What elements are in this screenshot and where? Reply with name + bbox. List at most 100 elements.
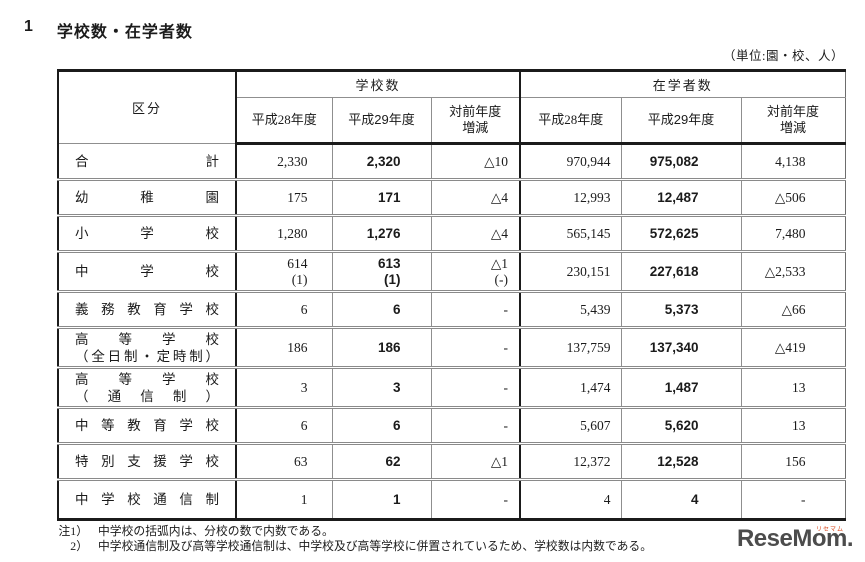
students-h28-cell: 5,607 xyxy=(520,406,622,444)
students-h29-cell: 572,625 xyxy=(621,214,742,252)
students-diff-cell: 4,138 xyxy=(775,153,806,169)
schools-h29-cell: 171 xyxy=(332,178,432,216)
category-cell: 幼稚園 xyxy=(58,178,237,216)
category-label: 高等学校 xyxy=(75,331,219,347)
category-cell: 義務教育学校 xyxy=(58,290,237,328)
schools-h29-cell: 1,276 xyxy=(332,214,432,252)
schools-diff-cell: △4 xyxy=(431,214,521,252)
resemom-logo-text: ReseMom. xyxy=(736,525,854,552)
footnotes: 注1） 中学校の括弧内は、分校の数で内数である。 2） 中学校通信制及び高等学校… xyxy=(4,524,744,554)
schools-h29-cell: 62 xyxy=(332,442,432,480)
table-row-special-support: 特別支援学校 63 62 △1 12,372 12,528 156 xyxy=(58,442,846,480)
category-label: 合計 xyxy=(75,153,219,169)
schools-h29-cell: 2,320 xyxy=(332,143,432,180)
footnote-2: 2） 中学校通信制及び高等学校通信制は、中学校及び高等学校に併置されているため、… xyxy=(4,539,744,553)
schools-h28-cell: 1 xyxy=(236,478,333,520)
schools-diff-cell: △10 xyxy=(431,143,521,180)
table-row-high-school-correspondence: 高等学校 （通信制） 3 3 - 1,474 1,487 13 xyxy=(58,366,846,408)
category-cell: 特別支援学校 xyxy=(58,442,237,480)
schools-h28-cell: 175 xyxy=(236,178,333,216)
table-row-high-school-fulltime: 高等学校 （全日制・定時制） 186 186 - 137,759 137,340… xyxy=(58,326,846,368)
schools-h29-cell: 1 xyxy=(332,478,432,520)
unit-note: （単位:園・校、人） xyxy=(723,49,844,63)
table-row-total: 合計 2,330 2,320 △10 970,944 975,082 4,138 xyxy=(58,143,845,180)
category-label: 幼稚園 xyxy=(75,190,219,205)
students-diff-cell: △419 xyxy=(741,326,846,368)
header-schools-h28: 平成28年度 xyxy=(236,97,333,145)
schools-h29-cell: 3 xyxy=(332,366,432,408)
schools-diff-cell: △1 xyxy=(431,442,521,480)
header-schools-diff: 対前年度 増減 xyxy=(431,97,521,145)
students-h28-cell: 230,151 xyxy=(520,250,622,292)
header-schools-h29: 平成29年度 xyxy=(332,97,432,145)
category-cell: 小学校 xyxy=(58,214,237,252)
header-group-row: 区分 学校数 在学者数 xyxy=(58,70,846,144)
schools-diff-cell: - xyxy=(431,326,521,368)
students-h29-cell: 12,528 xyxy=(621,442,742,480)
category-cell: 中等教育学校 xyxy=(58,406,237,444)
category-label: 特別支援学校 xyxy=(75,454,219,469)
students-h29-cell: 1,487 xyxy=(621,366,742,408)
students-diff-cell: △506 xyxy=(741,178,846,216)
table-row-kindergarten: 幼稚園 175 171 △4 12,993 12,487 △506 xyxy=(58,178,846,216)
students-h29-cell: 227,618 xyxy=(621,250,742,292)
category-cell: 高等学校 （全日制・定時制） xyxy=(58,326,237,368)
resemom-logo-ruby: リセマム xyxy=(815,527,844,533)
students-h29-cell: 975,082 xyxy=(621,143,742,180)
category-label: 義務教育学校 xyxy=(75,302,219,317)
schools-h28-cell: 186 xyxy=(236,326,333,368)
students-h28-cell: 5,439 xyxy=(520,290,622,328)
schools-h29-cell: 613 (1) xyxy=(332,250,432,292)
students-h29-cell: 137,340 xyxy=(621,326,742,368)
header-students-diff: 対前年度 増減 xyxy=(741,97,846,145)
header-school-count-group: 学校数 xyxy=(236,70,521,98)
schools-h29-cell: 6 xyxy=(332,290,432,328)
schools-diff-cell: - xyxy=(431,406,521,444)
header-category: 区分 xyxy=(58,70,237,144)
students-diff-cell: 156 xyxy=(741,442,846,480)
page-title-text: 学校数・在学者数 xyxy=(56,24,193,41)
category-cell: 高等学校 （通信制） xyxy=(58,366,237,408)
schools-diff-cell: - xyxy=(431,366,521,408)
table-row-compulsory-education: 義務教育学校 6 6 - 5,439 5,373 △66 xyxy=(58,290,846,328)
table-row-junior-high-correspondence: 中学校通信制 1 1 - 4 4 - xyxy=(58,478,846,520)
footnote-2-text: 中学校通信制及び高等学校通信制は、中学校及び高等学校に併置されているため、学校数… xyxy=(98,539,652,553)
header-students-h29: 平成29年度 xyxy=(621,97,742,145)
schools-diff-cell: △1 (-) xyxy=(431,250,521,292)
category-cell: 合計 xyxy=(58,143,237,180)
footnote-1-text: 中学校の括弧内は、分校の数で内数である。 xyxy=(98,524,334,538)
students-diff-cell: △2,533 xyxy=(741,250,846,292)
table-row-secondary-education: 中等教育学校 6 6 - 5,607 5,620 13 xyxy=(58,406,846,444)
schools-h28-cell: 3 xyxy=(236,366,333,408)
category-sublabel: （通信制） xyxy=(75,388,219,404)
category-label: 小学校 xyxy=(75,226,219,241)
students-diff-cell: - xyxy=(741,478,846,520)
category-label: 中等教育学校 xyxy=(75,418,219,433)
schools-h28-cell: 1,280 xyxy=(236,214,333,252)
category-cell: 中学校 xyxy=(58,250,237,292)
students-h29-cell: 5,373 xyxy=(621,290,742,328)
school-statistics-table: 区分 学校数 在学者数 平成28年度 平成29年度 対前年度 増減 平成28年度… xyxy=(57,69,846,521)
schools-diff-cell: - xyxy=(431,478,521,520)
students-h28-cell: 1,474 xyxy=(520,366,622,408)
students-diff-cell: 13 xyxy=(741,366,846,408)
page-title: 1 学校数・在学者数 xyxy=(24,18,193,42)
footnote-2-prefix: 2） xyxy=(70,539,88,553)
footnote-1-prefix: 注1） xyxy=(58,524,89,538)
students-h28-cell: 4 xyxy=(520,478,622,520)
students-diff-cell: 13 xyxy=(741,406,846,444)
schools-h29-cell: 6 xyxy=(332,406,432,444)
schools-h28-cell: 2,330 xyxy=(236,143,333,180)
students-diff-cell: 7,480 xyxy=(741,214,846,252)
students-diff-cell: △66 xyxy=(741,290,846,328)
schools-h28-cell: 614 (1) xyxy=(236,250,333,292)
students-h28-cell: 970,944 xyxy=(520,143,622,180)
schools-h29-cell: 186 xyxy=(332,326,432,368)
students-h29-cell: 5,620 xyxy=(621,406,742,444)
header-year-row: 平成28年度 平成29年度 対前年度 増減 平成28年度 平成29年度 対前年度… xyxy=(58,97,846,145)
students-h28-cell: 137,759 xyxy=(520,326,622,368)
category-label: 中学校 xyxy=(75,264,219,279)
students-h28-cell: 12,993 xyxy=(520,178,622,216)
header-student-count-group: 在学者数 xyxy=(520,70,846,98)
